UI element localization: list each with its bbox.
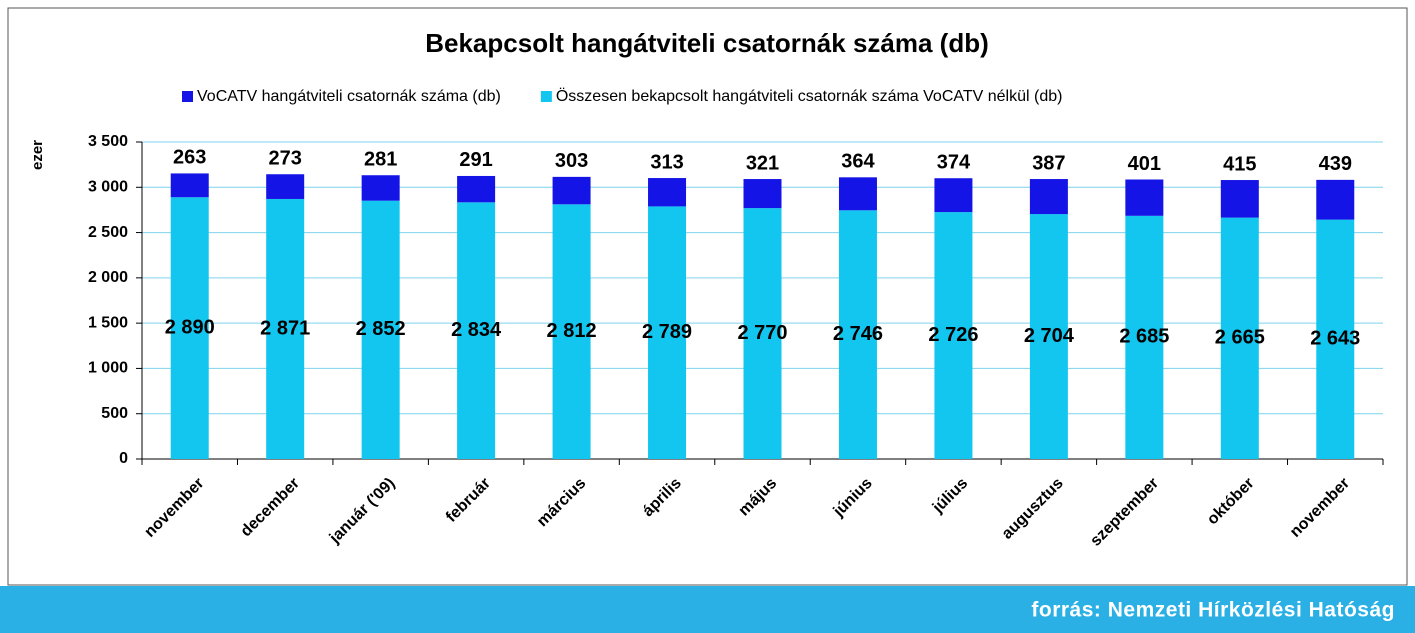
bar-segment [934, 178, 973, 213]
data-label: 2 890 [165, 316, 215, 338]
bar-segment [743, 179, 782, 209]
chart-title: Bekapcsolt hangátviteli csatornák száma … [425, 28, 989, 58]
bar-segment [1125, 179, 1164, 216]
bar-segment [1316, 219, 1355, 459]
data-label: 263 [173, 147, 206, 169]
bar-segment [838, 177, 877, 211]
legend-swatch [182, 91, 193, 102]
y-tick-label: 1 500 [88, 314, 128, 331]
data-label: 364 [841, 151, 875, 173]
y-tick-label: 3 500 [88, 133, 128, 150]
bar-segment [170, 197, 209, 459]
bar-segment [1316, 179, 1355, 220]
data-label: 374 [937, 152, 971, 174]
data-label: 303 [555, 150, 588, 172]
data-label: 401 [1128, 153, 1161, 175]
bar-segment [361, 200, 400, 459]
data-label: 2 704 [1024, 325, 1075, 347]
data-label: 2 812 [547, 320, 597, 342]
legend-label: Összesen bekapcsolt hangátviteli csatorn… [556, 87, 1063, 105]
bar-segment [1220, 180, 1259, 218]
bar-segment [648, 178, 687, 207]
footer-band [0, 586, 1415, 633]
y-tick-label: 500 [101, 405, 128, 422]
data-label: 321 [746, 152, 779, 174]
y-tick-label: 3 000 [88, 179, 128, 196]
data-label: 2 726 [928, 324, 978, 346]
y-axis-label: ezer [29, 140, 46, 170]
data-label: 2 871 [260, 317, 310, 339]
bar-segment [838, 210, 877, 459]
data-label: 2 852 [356, 318, 406, 340]
y-tick-label: 2 000 [88, 269, 128, 286]
data-label: 273 [269, 148, 302, 170]
bar-segment [361, 175, 400, 201]
bar-segment [743, 208, 782, 459]
data-label: 2 789 [642, 321, 692, 343]
data-label: 2 770 [737, 322, 787, 344]
bar-segment [1125, 215, 1164, 459]
bar-segment [266, 198, 305, 459]
data-label: 2 643 [1310, 328, 1360, 350]
data-label: 415 [1223, 153, 1256, 175]
bar-segment [1029, 214, 1068, 459]
bar-segment [1220, 217, 1259, 459]
footer-text: forrás: Nemzeti Hírközlési Hatóság [1031, 599, 1395, 622]
data-label: 291 [459, 149, 492, 171]
data-label: 2 665 [1215, 327, 1265, 349]
y-tick-label: 1 000 [88, 360, 128, 377]
data-label: 2 746 [833, 323, 883, 345]
data-label: 2 685 [1119, 326, 1169, 348]
bar-segment [457, 175, 496, 203]
legend-label: VoCATV hangátviteli csatornák száma (db) [197, 88, 501, 105]
y-tick-label: 0 [119, 450, 128, 467]
data-label: 439 [1319, 153, 1352, 175]
bar-segment [266, 174, 305, 199]
legend-swatch [540, 91, 552, 102]
bar-segment [552, 176, 591, 205]
data-label: 313 [650, 151, 683, 173]
bar-segment [934, 212, 973, 459]
bar-segment [648, 206, 687, 459]
chart-frame [7, 7, 1408, 586]
y-tick-label: 2 500 [88, 224, 128, 241]
data-label: 281 [364, 149, 397, 171]
bar-segment [457, 202, 496, 460]
bar-segment [552, 204, 591, 459]
bar-segment [170, 173, 209, 198]
bar-segment [1029, 179, 1068, 215]
data-label: 2 834 [451, 319, 502, 341]
data-label: 387 [1032, 152, 1065, 174]
